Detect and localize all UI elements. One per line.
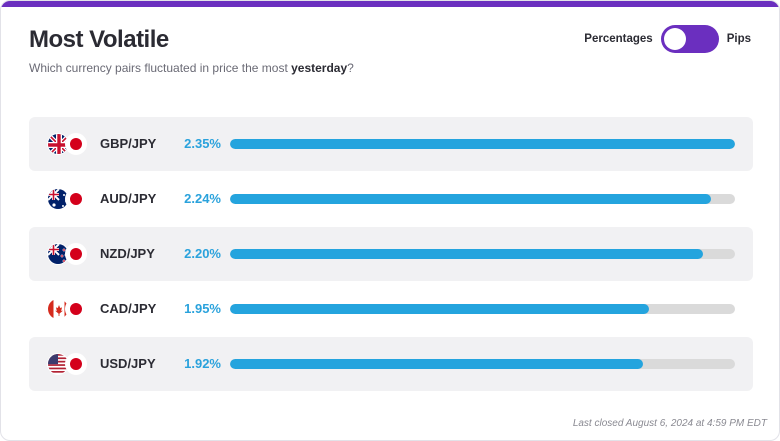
list-item: NZD/JPY 2.20% <box>29 227 753 281</box>
pair-percentage: 2.24% <box>184 191 221 206</box>
list-item: CAD/JPY 1.95% <box>29 282 753 336</box>
volatility-bar-fill <box>230 194 712 204</box>
pair-percentage: 1.92% <box>184 356 221 371</box>
toggle-label-pips[interactable]: Pips <box>726 33 751 45</box>
flag-pair <box>47 188 89 210</box>
unit-toggle-group: Percentages Pips <box>584 25 751 53</box>
pair-percentage: 2.20% <box>184 246 221 261</box>
flag-pair <box>47 243 89 265</box>
japan-flag-icon <box>65 188 87 210</box>
pairs-list: GBP/JPY 2.35% AUD/JPY 2.24% NZD/JPY <box>29 117 753 392</box>
page-subtitle: Which currency pairs fluctuated in price… <box>29 61 354 75</box>
toggle-knob[interactable] <box>663 28 686 50</box>
list-item: AUD/JPY 2.24% <box>29 172 753 226</box>
unit-toggle-switch[interactable] <box>660 25 719 53</box>
volatility-bar-track <box>230 249 735 259</box>
flag-pair <box>47 298 89 320</box>
pair-percentage: 1.95% <box>184 301 221 316</box>
japan-flag-icon <box>65 353 87 375</box>
australia-flag-icon <box>47 188 69 210</box>
pair-name: AUD/JPY <box>100 191 157 206</box>
pair-percentage: 2.35% <box>184 136 221 151</box>
list-item: GBP/JPY 2.35% <box>29 117 753 171</box>
pair-name: USD/JPY <box>100 356 156 371</box>
flag-pair <box>47 353 89 375</box>
japan-flag-icon <box>65 133 87 155</box>
volatility-bar-track <box>230 139 735 149</box>
list-item: USD/JPY 1.92% <box>29 337 753 391</box>
volatility-bar-track <box>230 194 735 204</box>
pair-name: NZD/JPY <box>100 246 155 261</box>
volatility-bar-track <box>230 359 735 369</box>
flag-pair <box>47 133 89 155</box>
japan-flag-icon <box>65 243 87 265</box>
new-zealand-flag-icon <box>47 243 69 265</box>
pair-name: GBP/JPY <box>100 136 157 151</box>
us-flag-icon <box>47 353 69 375</box>
volatility-bar-track <box>230 304 735 314</box>
volatility-bar-fill <box>230 304 650 314</box>
subtitle-emphasis: yesterday <box>291 61 348 75</box>
volatility-bar-fill <box>230 249 703 259</box>
page-title: Most Volatile <box>29 26 169 53</box>
volatility-bar-fill <box>230 359 643 369</box>
toggle-label-percentages[interactable]: Percentages <box>584 33 653 45</box>
japan-flag-icon <box>65 298 87 320</box>
subtitle-text: Which currency pairs fluctuated in price… <box>29 61 292 75</box>
pair-name: CAD/JPY <box>100 301 157 316</box>
last-closed-timestamp: Last closed August 6, 2024 at 4:59 PM ED… <box>572 418 767 429</box>
volatility-bar-fill <box>230 139 735 149</box>
accent-top-bar <box>1 1 779 7</box>
subtitle-suffix: ? <box>347 61 354 75</box>
